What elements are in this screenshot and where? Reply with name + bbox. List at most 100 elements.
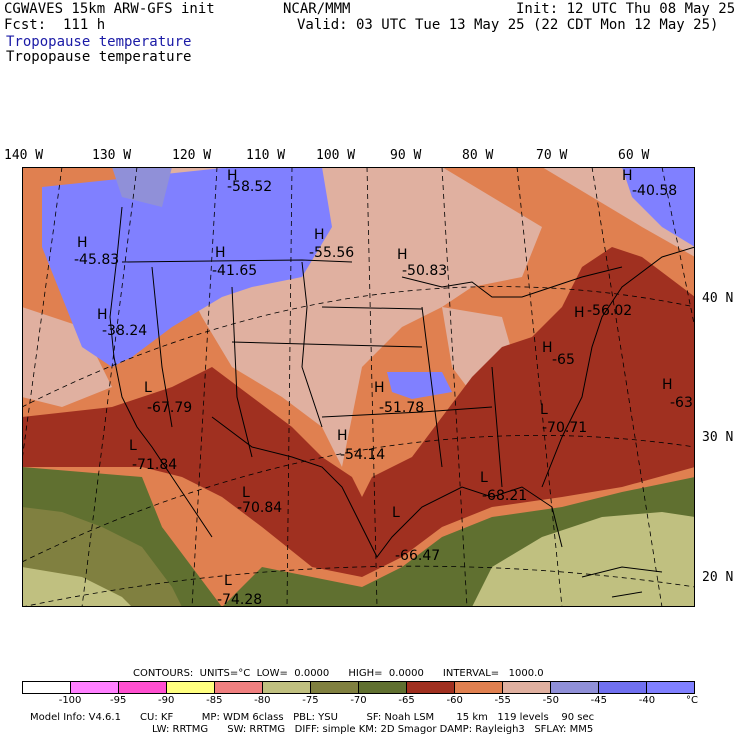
- model-info-line-2: LW: RRTMG SW: RRTMG DIFF: simple KM: 2D …: [152, 724, 594, 735]
- color-scale-segment: [215, 682, 263, 693]
- color-scale-tick: -55: [494, 695, 511, 706]
- lon-label: 80 W: [462, 148, 494, 163]
- color-scale-segment: [119, 682, 167, 693]
- extreme-value: -58.52: [227, 179, 272, 195]
- color-scale-tick: -50: [542, 695, 559, 706]
- extreme-value: -54.14: [340, 447, 385, 463]
- extreme-mark: L: [392, 505, 400, 521]
- lon-label: 130 W: [92, 148, 132, 163]
- color-scale-segment: [503, 682, 551, 693]
- color-scale-segment: [407, 682, 455, 693]
- color-scale-tick: -95: [109, 695, 127, 706]
- extreme-mark: L: [129, 438, 137, 454]
- lon-label: 90 W: [390, 148, 422, 163]
- lon-label: 110 W: [246, 148, 286, 163]
- extreme-value: -51.78: [379, 400, 424, 416]
- color-scale-bar: [22, 681, 695, 694]
- lat-label: 40 N: [702, 291, 734, 306]
- shading-region: [472, 512, 695, 607]
- extreme-value: -70.71: [542, 420, 587, 436]
- extreme-mark: L: [144, 380, 152, 396]
- extreme-mark: L: [480, 470, 488, 486]
- color-scale-tick: -70: [350, 695, 367, 706]
- extreme-mark: H: [97, 307, 108, 323]
- shading-region: [22, 567, 132, 607]
- color-scale-tick: -75: [302, 695, 319, 706]
- extreme-value: -65: [552, 352, 575, 368]
- extreme-mark: H: [397, 247, 408, 263]
- extreme-value: -55.56: [309, 245, 354, 261]
- color-scale-segment: [71, 682, 119, 693]
- extreme-mark: H: [374, 380, 385, 396]
- extreme-value: -74.28: [217, 592, 262, 607]
- extreme-mark: H: [662, 377, 673, 393]
- extreme-value: -50.83: [402, 263, 447, 279]
- lat-label: 20 N: [702, 570, 734, 585]
- extreme-value: -66.47: [395, 548, 440, 564]
- lat-lon-grid: [22, 167, 695, 607]
- valid-time: Valid: 03 UTC Tue 13 May 25 (22 CDT Mon …: [297, 17, 719, 33]
- shading-region: [42, 167, 332, 367]
- color-scale-segment: [647, 682, 694, 693]
- tropopause-temperature-map: H -58.52 H -40.58 H -45.83 H -41.65 H -5…: [22, 167, 695, 607]
- color-scale-segment: [599, 682, 647, 693]
- lon-label: 120 W: [172, 148, 212, 163]
- shading-region: [22, 247, 695, 577]
- extreme-mark: L: [242, 485, 250, 501]
- color-scale-tick: -60: [446, 695, 463, 706]
- lat-label: 30 N: [702, 430, 734, 445]
- extreme-value: -45.83: [74, 252, 119, 268]
- color-scale-segment: [455, 682, 503, 693]
- extreme-mark: H: [542, 340, 553, 356]
- color-scale-tick: -65: [398, 695, 415, 706]
- political-boundaries: [109, 206, 695, 598]
- field-title-1: Tropopause temperature: [6, 34, 192, 50]
- lon-label: 100 W: [316, 148, 356, 163]
- shading-region: [22, 307, 112, 407]
- extreme-value: -71.84: [132, 457, 177, 473]
- extreme-value: -38.24: [102, 323, 147, 339]
- extreme-mark: L: [224, 573, 232, 589]
- extreme-mark: H: [314, 227, 325, 243]
- color-scale-tick: -40: [638, 695, 656, 706]
- color-scale-segment: [551, 682, 599, 693]
- contours-info: CONTOURS: UNITS=°C LOW= 0.0000 HIGH= 0.0…: [133, 668, 544, 679]
- extreme-mark: H: [227, 168, 238, 184]
- lon-label: 70 W: [536, 148, 568, 163]
- color-scale-tick: -90: [158, 695, 175, 706]
- map-frame: [22, 167, 695, 607]
- init-time: Init: 12 UTC Thu 08 May 25: [516, 1, 736, 17]
- extreme-value: -40.58: [632, 183, 677, 199]
- forecast-hour: Fcst: 111 h: [4, 17, 106, 33]
- color-scale-tick: -45: [590, 695, 608, 706]
- extreme-mark: H: [574, 305, 585, 321]
- extreme-mark: H: [337, 428, 348, 444]
- extreme-mark: H: [77, 235, 88, 251]
- color-scale-tick: -100: [58, 695, 82, 706]
- extreme-value: -68.21: [482, 488, 527, 504]
- color-scale-segment: [263, 682, 311, 693]
- lon-label: 140 W: [4, 148, 44, 163]
- extreme-value: -56.02: [587, 303, 632, 319]
- extreme-value: -63: [670, 395, 693, 411]
- color-scale-tick: -80: [254, 695, 271, 706]
- extreme-mark: H: [622, 168, 633, 184]
- extreme-value: -70.84: [237, 500, 282, 516]
- org-label: NCAR/MMM: [283, 1, 351, 17]
- color-scale-segment: [359, 682, 407, 693]
- shading-region: [387, 372, 452, 399]
- color-scale-segment: [167, 682, 215, 693]
- model-info-line-1: Model Info: V4.6.1 CU: KF MP: WDM 6class…: [30, 712, 595, 723]
- extreme-mark: L: [540, 402, 548, 418]
- color-scale-unit: °C: [686, 695, 698, 706]
- color-scale-segment: [23, 682, 71, 693]
- extreme-mark: H: [215, 245, 226, 261]
- extreme-value: -41.65: [212, 263, 257, 279]
- shading-region: [622, 167, 695, 247]
- shading-region: [112, 167, 172, 207]
- color-scale-segment: [311, 682, 359, 693]
- extreme-value: -67.79: [147, 400, 192, 416]
- lon-label: 60 W: [618, 148, 650, 163]
- model-title: CGWAVES 15km ARW-GFS init: [4, 1, 215, 17]
- color-scale-tick: -85: [206, 695, 223, 706]
